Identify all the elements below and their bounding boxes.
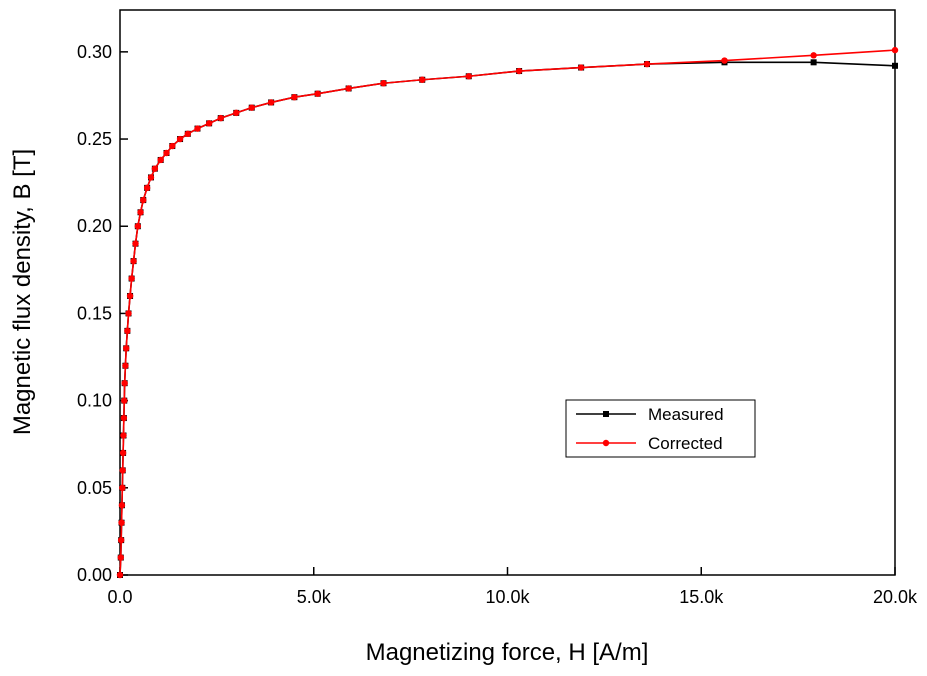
data-point [128, 275, 135, 282]
data-point [137, 209, 144, 216]
data-point [267, 99, 275, 106]
data-point [119, 484, 126, 492]
y-axis-title: Magnetic flux density, B [T] [9, 149, 36, 435]
y-tick-label: 0.15 [77, 303, 112, 323]
data-point [248, 104, 255, 111]
data-point [120, 432, 127, 439]
data-point [132, 240, 139, 247]
data-point [118, 502, 126, 509]
data-point [123, 345, 130, 352]
data-point [119, 467, 126, 474]
y-tick-label: 0.05 [77, 478, 112, 498]
series-line [119, 49, 896, 576]
data-point [147, 174, 155, 181]
data-point [176, 135, 184, 143]
data-point [117, 554, 124, 561]
data-point [126, 292, 134, 300]
data-point [602, 439, 610, 447]
legend-box [565, 399, 756, 458]
data-point [121, 397, 128, 404]
x-tick-label: 5.0k [297, 587, 332, 607]
x-tick-label: 10.0k [485, 587, 530, 607]
data-point [124, 327, 131, 335]
data-point [891, 46, 899, 54]
y-tick-label: 0.30 [77, 42, 112, 62]
data-point [205, 120, 213, 127]
data-point [143, 184, 151, 192]
data-point [810, 52, 817, 59]
y-tick-label: 0.20 [77, 216, 112, 236]
x-tick-label: 0.0 [107, 587, 132, 607]
data-point [130, 257, 137, 265]
data-point [577, 64, 585, 71]
y-tick-label: 0.25 [77, 129, 112, 149]
data-point [157, 156, 164, 164]
data-point [217, 114, 224, 122]
plot-frame [119, 9, 896, 576]
data-point [151, 165, 159, 172]
data-point [120, 414, 128, 422]
y-tick-label: 0.00 [77, 565, 112, 585]
data-point [643, 60, 651, 68]
data-point [119, 449, 127, 457]
legend-label: Corrected [648, 434, 723, 453]
data-point [125, 310, 132, 317]
data-point [314, 90, 321, 97]
data-point [465, 73, 472, 80]
data-point [345, 85, 352, 92]
x-tick-label: 20.0k [873, 587, 918, 607]
data-point [184, 130, 192, 138]
data-point [194, 125, 201, 132]
data-point [892, 62, 898, 69]
data-point [419, 76, 426, 83]
data-point [810, 59, 817, 66]
data-point [721, 57, 728, 64]
data-point [140, 196, 147, 204]
data-point [233, 109, 240, 117]
x-tick-label: 15.0k [679, 587, 724, 607]
data-point [117, 536, 125, 544]
data-point [169, 142, 176, 150]
data-point [515, 67, 523, 75]
data-point [380, 80, 387, 87]
data-point [603, 411, 609, 417]
data-point [116, 571, 124, 579]
data-point [134, 223, 142, 230]
x-axis-title: Magnetizing force, H [A/m] [366, 639, 649, 666]
series-line [119, 61, 896, 576]
data-point [122, 362, 129, 369]
data-point [163, 149, 170, 157]
data-point [121, 379, 128, 387]
data-point [291, 93, 298, 101]
data-point [118, 519, 125, 526]
legend-label: Measured [648, 405, 724, 424]
y-tick-label: 0.10 [77, 391, 112, 411]
